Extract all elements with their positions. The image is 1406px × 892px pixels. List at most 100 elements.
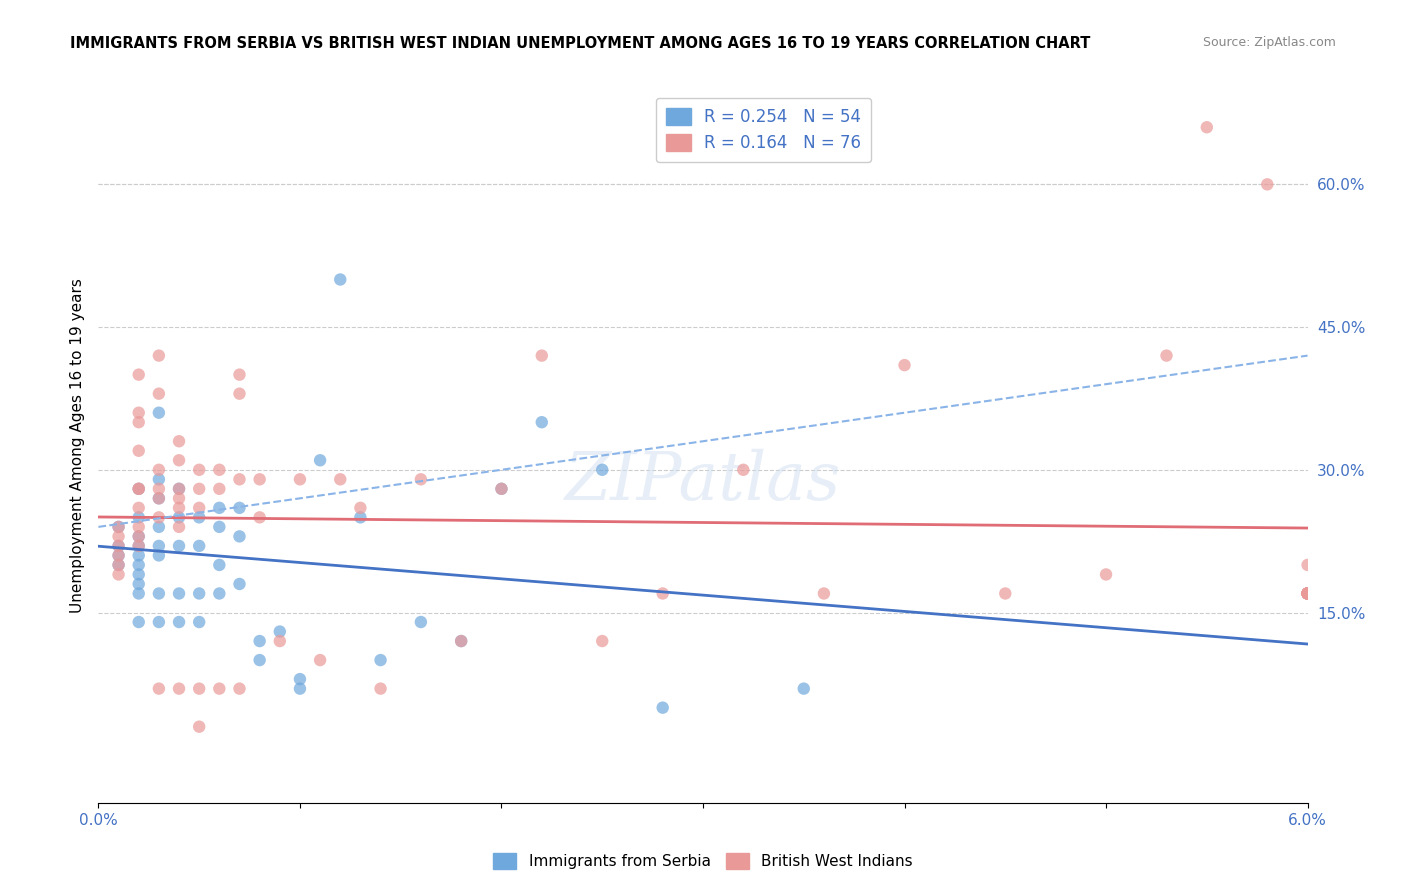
Point [1296, 586, 1319, 600]
Point [188, 681, 211, 696]
Point [1296, 586, 1319, 600]
Point [651, 586, 673, 600]
Point [208, 463, 231, 477]
Point [1095, 567, 1118, 582]
Point [349, 510, 371, 524]
Point [269, 624, 291, 639]
Point [148, 510, 170, 524]
Point [1296, 586, 1319, 600]
Point [148, 586, 170, 600]
Point [1156, 349, 1178, 363]
Point [309, 453, 332, 467]
Point [167, 586, 190, 600]
Point [249, 472, 271, 486]
Point [329, 472, 352, 486]
Point [128, 406, 150, 420]
Point [1296, 586, 1319, 600]
Point [1296, 586, 1319, 600]
Point [591, 634, 613, 648]
Point [188, 615, 211, 629]
Point [128, 520, 150, 534]
Point [167, 539, 190, 553]
Point [228, 386, 250, 401]
Point [208, 482, 231, 496]
Point [349, 500, 371, 515]
Point [128, 415, 150, 429]
Point [228, 529, 250, 543]
Point [107, 539, 129, 553]
Point [128, 510, 150, 524]
Point [370, 653, 392, 667]
Text: ZIPatlas: ZIPatlas [565, 449, 841, 515]
Point [813, 586, 835, 600]
Point [733, 463, 755, 477]
Point [409, 615, 432, 629]
Point [128, 482, 150, 496]
Point [128, 500, 150, 515]
Point [128, 529, 150, 543]
Point [208, 520, 231, 534]
Legend: Immigrants from Serbia, British West Indians: Immigrants from Serbia, British West Ind… [488, 847, 918, 875]
Point [893, 358, 915, 372]
Point [269, 634, 291, 648]
Point [208, 558, 231, 572]
Point [107, 549, 129, 563]
Point [148, 349, 170, 363]
Point [148, 539, 170, 553]
Point [188, 720, 211, 734]
Point [793, 681, 815, 696]
Point [409, 472, 432, 486]
Point [249, 634, 271, 648]
Point [208, 681, 231, 696]
Point [148, 520, 170, 534]
Point [651, 700, 673, 714]
Text: IMMIGRANTS FROM SERBIA VS BRITISH WEST INDIAN UNEMPLOYMENT AMONG AGES 16 TO 19 Y: IMMIGRANTS FROM SERBIA VS BRITISH WEST I… [70, 36, 1091, 51]
Point [208, 586, 231, 600]
Point [591, 463, 613, 477]
Point [128, 529, 150, 543]
Point [148, 406, 170, 420]
Point [128, 539, 150, 553]
Text: Source: ZipAtlas.com: Source: ZipAtlas.com [1202, 36, 1336, 49]
Point [107, 567, 129, 582]
Point [148, 491, 170, 506]
Point [148, 549, 170, 563]
Point [107, 520, 129, 534]
Point [148, 463, 170, 477]
Point [450, 634, 472, 648]
Point [208, 500, 231, 515]
Point [128, 482, 150, 496]
Y-axis label: Unemployment Among Ages 16 to 19 years: Unemployment Among Ages 16 to 19 years [69, 278, 84, 614]
Point [530, 415, 553, 429]
Point [167, 482, 190, 496]
Point [107, 520, 129, 534]
Point [188, 510, 211, 524]
Point [994, 586, 1017, 600]
Point [167, 491, 190, 506]
Point [228, 368, 250, 382]
Point [128, 443, 150, 458]
Point [128, 539, 150, 553]
Point [167, 615, 190, 629]
Point [167, 520, 190, 534]
Point [249, 510, 271, 524]
Point [288, 472, 311, 486]
Point [128, 368, 150, 382]
Point [128, 549, 150, 563]
Point [128, 577, 150, 591]
Point [148, 615, 170, 629]
Point [228, 577, 250, 591]
Point [329, 272, 352, 286]
Point [1296, 558, 1319, 572]
Point [188, 586, 211, 600]
Point [1296, 586, 1319, 600]
Point [148, 491, 170, 506]
Point [107, 558, 129, 572]
Point [228, 472, 250, 486]
Point [288, 681, 311, 696]
Point [1296, 586, 1319, 600]
Point [188, 482, 211, 496]
Legend: R = 0.254   N = 54, R = 0.164   N = 76: R = 0.254 N = 54, R = 0.164 N = 76 [655, 97, 872, 162]
Point [167, 500, 190, 515]
Point [167, 482, 190, 496]
